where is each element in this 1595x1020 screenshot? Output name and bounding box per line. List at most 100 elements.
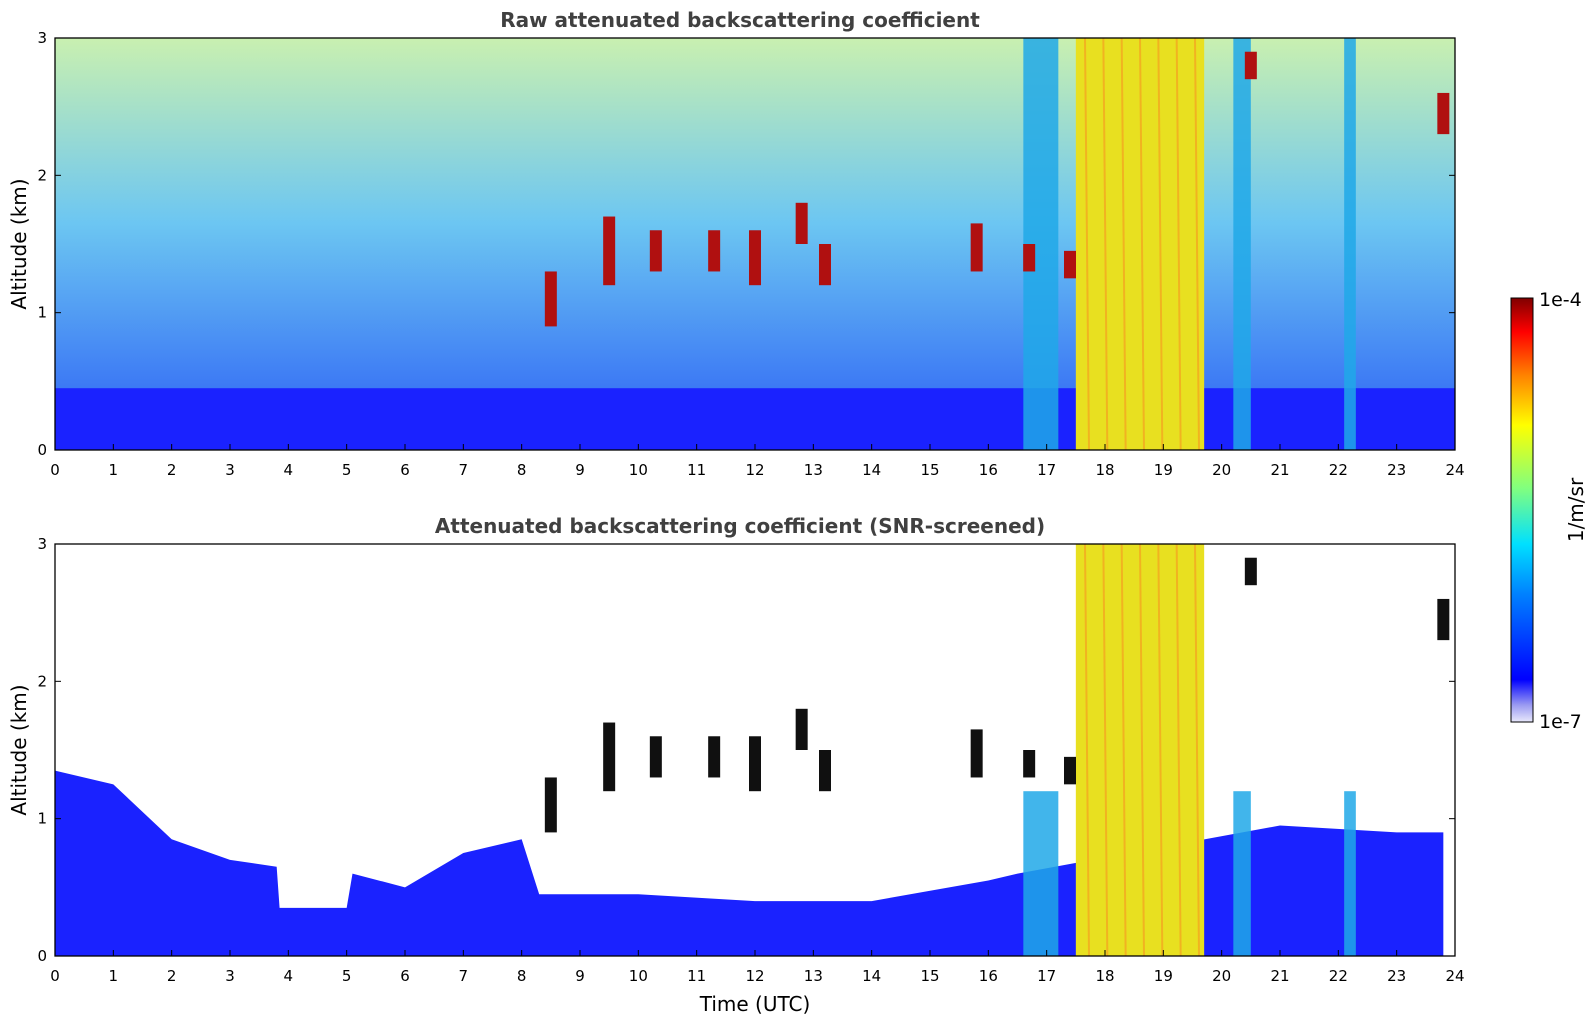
- cloud-patch: [649, 230, 662, 272]
- dense-streak: [1102, 37, 1109, 451]
- dense-streak: [1175, 37, 1182, 451]
- x-tick-label: 19: [1154, 967, 1173, 985]
- y-tick-label: 0: [37, 947, 47, 965]
- cloud-patch: [1244, 557, 1257, 586]
- x-tick-label: 7: [459, 967, 469, 985]
- precip-streak: [1344, 38, 1356, 450]
- x-tick-label: 7: [459, 461, 469, 479]
- colorbar-label: 1/m/sr: [1564, 477, 1588, 542]
- cloud-patch: [708, 736, 721, 778]
- cloud-patch: [970, 729, 983, 778]
- x-tick-label: 6: [400, 967, 410, 985]
- cloud-patch: [544, 271, 557, 327]
- dense-streak: [1194, 37, 1200, 451]
- colorbar-max-label: 1e-4: [1539, 289, 1582, 311]
- x-tick-label: 16: [979, 967, 998, 985]
- panel2-title: Attenuated backscattering coefficient (S…: [435, 514, 1045, 538]
- panel2-y-axis: 0 1 2 3: [37, 535, 1455, 965]
- x-tick-label: 4: [284, 967, 294, 985]
- dense-streak: [1157, 543, 1164, 957]
- x-tick-label: 17: [1037, 967, 1056, 985]
- x-tick-label: 13: [804, 461, 823, 479]
- x-tick-label: 0: [50, 967, 60, 985]
- x-axis-label: Time (UTC): [699, 992, 811, 1016]
- precip-streak: [1023, 791, 1059, 956]
- x-tick-label: 9: [575, 461, 585, 479]
- snr-screened-heatmap: [55, 543, 1450, 957]
- y-tick-label: 1: [37, 304, 47, 322]
- x-tick-label: 22: [1329, 461, 1348, 479]
- cloud-patch: [1023, 244, 1036, 272]
- dense-streak: [1194, 543, 1200, 957]
- x-tick-label: 14: [862, 461, 881, 479]
- x-tick-label: 12: [745, 967, 764, 985]
- x-tick-label: 22: [1329, 967, 1348, 985]
- x-tick-label: 2: [167, 967, 177, 985]
- x-tick-label: 23: [1387, 967, 1406, 985]
- dense-streak: [1139, 543, 1145, 957]
- x-tick-label: 13: [804, 967, 823, 985]
- dense-streak: [1157, 37, 1164, 451]
- cloud-patch: [749, 230, 761, 286]
- panel2-x-axis: 0 1 2 3 4 5 6 7 8 9 10 11 12 13 14 15 16 17 18 19 20 21 22 23 24: [50, 950, 1465, 985]
- y-tick-label: 3: [37, 535, 47, 553]
- x-tick-label: 3: [225, 461, 235, 479]
- cloud-patch: [603, 722, 616, 792]
- panel1-title: Raw attenuated backscattering coefficien…: [500, 8, 980, 32]
- raw-backscatter-panel: Raw attenuated backscattering coefficien…: [7, 8, 1465, 479]
- y-tick-label: 0: [37, 441, 47, 459]
- x-tick-label: 21: [1270, 967, 1289, 985]
- x-tick-label: 17: [1037, 461, 1056, 479]
- cloud-patch: [795, 708, 808, 750]
- y-tick-label: 2: [37, 166, 47, 184]
- x-tick-label: 10: [629, 461, 648, 479]
- raw-backscatter-heatmap: [55, 37, 1455, 451]
- x-tick-label: 21: [1270, 461, 1289, 479]
- colorbar: 1e-4 1e-7 1/m/sr: [1510, 289, 1588, 733]
- x-tick-label: 19: [1154, 461, 1173, 479]
- x-tick-label: 4: [284, 461, 294, 479]
- cloud-patch: [1064, 250, 1076, 279]
- dense-streak: [1120, 543, 1127, 957]
- panel2-y-label: Altitude (km): [7, 684, 31, 815]
- colorbar-scale: [1510, 297, 1534, 723]
- panel1-y-label: Altitude (km): [7, 178, 31, 309]
- x-tick-label: 8: [517, 461, 527, 479]
- x-tick-label: 20: [1212, 967, 1231, 985]
- x-tick-label: 5: [342, 461, 352, 479]
- x-tick-label: 3: [225, 967, 235, 985]
- x-tick-label: 6: [400, 461, 410, 479]
- x-tick-label: 2: [167, 461, 177, 479]
- x-tick-label: 5: [342, 967, 352, 985]
- cloud-patch: [708, 230, 721, 272]
- cloud-patch: [749, 736, 761, 792]
- x-tick-label: 1: [109, 967, 119, 985]
- x-tick-label: 24: [1445, 461, 1464, 479]
- cloud-patch: [1437, 92, 1450, 135]
- x-tick-label: 15: [920, 461, 939, 479]
- x-tick-label: 10: [629, 967, 648, 985]
- x-tick-label: 1: [109, 461, 119, 479]
- cloud-patch: [819, 244, 831, 286]
- dense-streak: [1102, 543, 1109, 957]
- x-tick-label: 18: [1095, 967, 1114, 985]
- x-tick-label: 11: [687, 461, 706, 479]
- dense-streak: [1084, 543, 1090, 957]
- x-tick-label: 20: [1212, 461, 1231, 479]
- x-tick-label: 16: [979, 461, 998, 479]
- cloud-patch: [544, 777, 557, 833]
- dense-streak: [1120, 37, 1127, 451]
- cloud-patch: [819, 750, 831, 792]
- x-tick-label: 14: [862, 967, 881, 985]
- x-tick-label: 24: [1445, 967, 1464, 985]
- snr-screened-panel: Attenuated backscattering coefficient (S…: [7, 514, 1465, 1016]
- panel1-x-axis: 0 1 2 3 4 5 6 7 8 9 10 11 12 13 14 15 16 17 18 19 20 21 22 23 24: [50, 444, 1465, 479]
- boundary-layer: [55, 388, 1455, 450]
- x-tick-label: 12: [745, 461, 764, 479]
- cloud-patch: [795, 202, 808, 244]
- y-tick-label: 3: [37, 29, 47, 47]
- x-tick-label: 8: [517, 967, 527, 985]
- x-tick-label: 23: [1387, 461, 1406, 479]
- cloud-patch: [1064, 756, 1076, 785]
